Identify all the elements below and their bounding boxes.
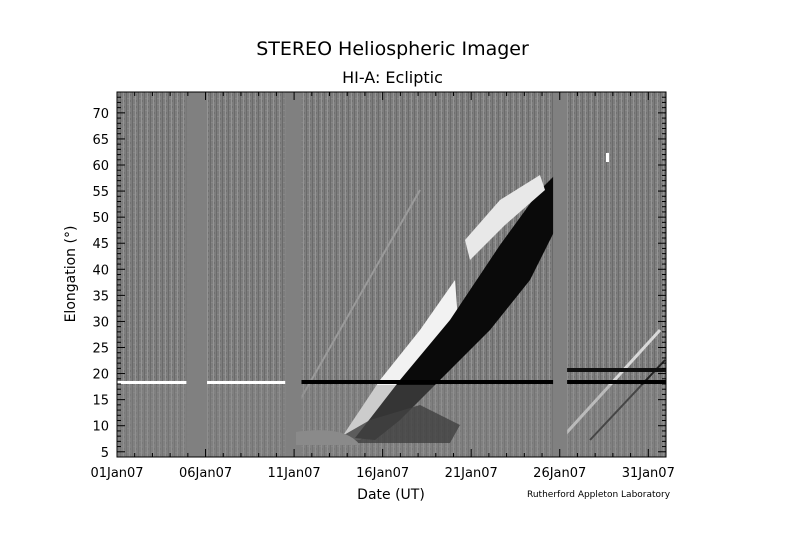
y-tick-label: 50 [92, 211, 109, 226]
x-tick-label: 16Jan07 [356, 466, 409, 481]
y-tick-label: 30 [92, 315, 109, 330]
streak [589, 359, 666, 441]
y-tick-label: 65 [92, 133, 109, 148]
credit-label: Rutherford Appleton Laboratory [527, 490, 671, 500]
x-tick-label: 31Jan07 [622, 466, 675, 481]
x-tick-label: 21Jan07 [445, 466, 498, 481]
streak [558, 328, 662, 442]
y-tick-label: 45 [92, 237, 109, 252]
y-axis-label: Elongation (°) [63, 226, 79, 323]
x-axis: 01Jan07 06Jan07 11Jan07 16Jan07 21Jan07 26Jan… [90, 92, 675, 481]
occulter-artifact [296, 430, 360, 445]
y-tick-label: 35 [92, 289, 109, 304]
data-gap [553, 92, 568, 457]
lower-field [117, 385, 666, 457]
y-tick-label: 55 [92, 185, 109, 200]
x-axis-label: Date (UT) [357, 487, 425, 503]
data-gap [186, 92, 208, 457]
chart-subtitle: HI-A: Ecliptic [342, 68, 443, 87]
y-tick-label: 15 [92, 394, 109, 409]
y-tick-label: 25 [92, 342, 109, 357]
y-tick-label: 40 [92, 263, 109, 278]
cme-bright-front [340, 280, 458, 440]
cme-dark-track [355, 175, 560, 440]
y-axis: 5 10 15 20 25 30 35 40 45 50 55 60 65 70 [92, 91, 666, 461]
y-tick-label: 10 [92, 420, 109, 435]
x-tick-label: 11Jan07 [268, 466, 321, 481]
dark-lower-region [330, 405, 460, 443]
streak [299, 189, 421, 401]
x-tick-label: 26Jan07 [533, 466, 586, 481]
y-tick-label: 60 [92, 159, 109, 174]
y-tick-label: 70 [92, 107, 109, 122]
chart-title: STEREO Heliospheric Imager [256, 38, 529, 60]
cme-bright-trailing [465, 175, 545, 260]
horizontal-artifact-dark [300, 380, 666, 384]
y-tick-label: 5 [101, 446, 109, 461]
y-tick-label: 20 [92, 368, 109, 383]
data-gaps [186, 92, 568, 457]
star-artifact [606, 153, 609, 162]
x-tick-label: 01Jan07 [90, 466, 143, 481]
data-gap [285, 92, 302, 457]
time-elongation-map [117, 153, 666, 457]
horizontal-artifact-dark [560, 368, 666, 372]
x-tick-label: 06Jan07 [179, 466, 232, 481]
